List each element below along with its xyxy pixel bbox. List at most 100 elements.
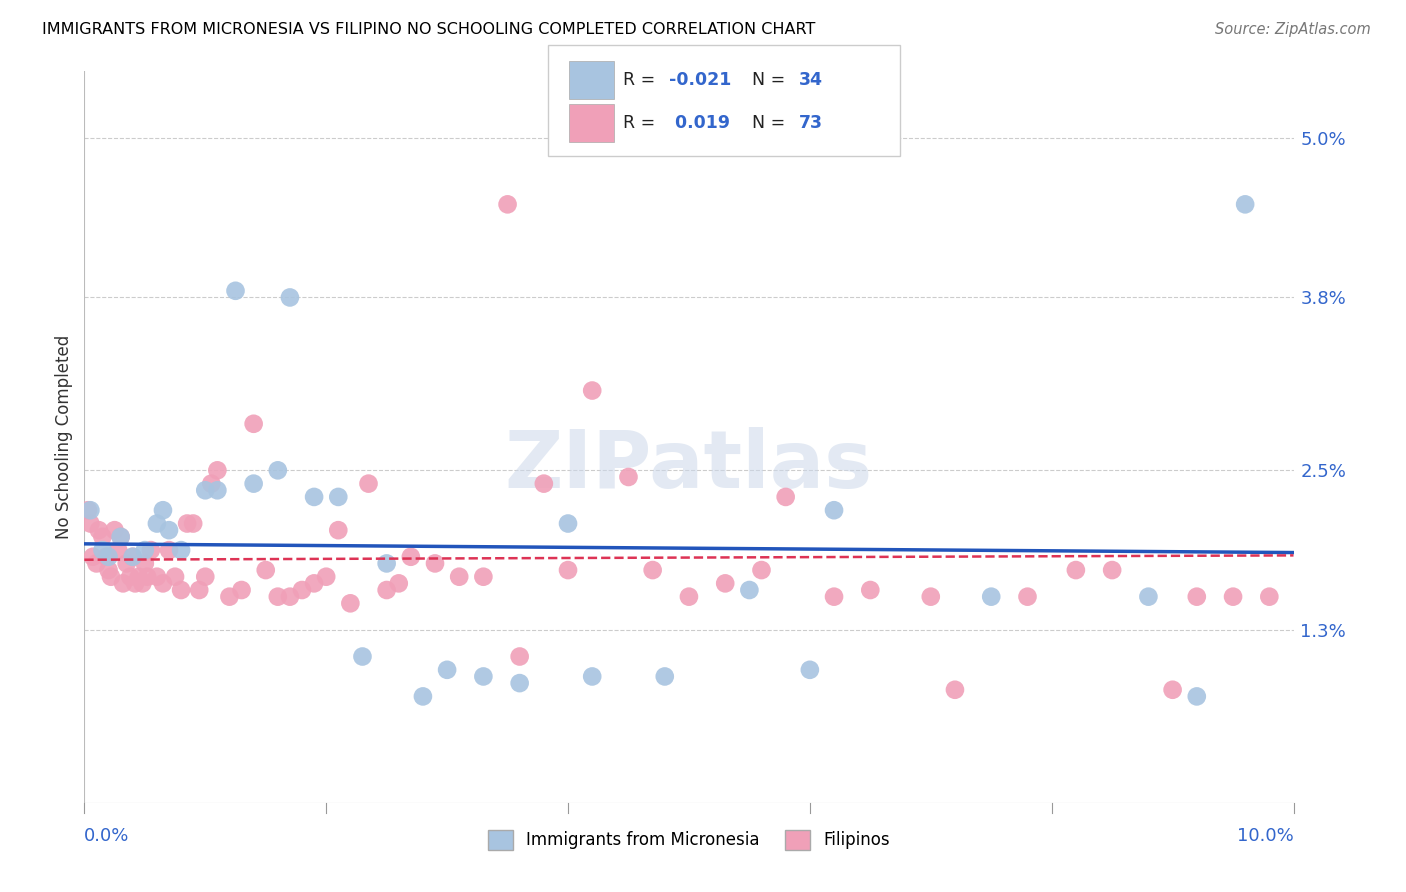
Point (94, 549, 117, 564)
Point (533, 476, 555, 491)
Point (91, 543, 114, 558)
Point (557, 563, 579, 577)
Point (278, 290, 301, 304)
Point (291, 582, 314, 597)
Point (352, 649, 374, 664)
Point (1222, 590, 1244, 604)
Point (134, 543, 156, 558)
Text: N =: N = (752, 70, 792, 89)
Point (152, 503, 174, 517)
Point (472, 570, 495, 584)
Point (207, 483, 229, 498)
Point (1137, 590, 1160, 604)
Point (738, 582, 761, 597)
Point (87, 523, 110, 537)
Point (267, 590, 290, 604)
Point (91, 530, 114, 544)
Point (134, 557, 156, 571)
Point (581, 384, 603, 398)
Point (1234, 197, 1257, 211)
Point (328, 490, 350, 504)
Point (1064, 563, 1087, 577)
Text: N =: N = (752, 114, 792, 132)
Text: 10.0%: 10.0% (1237, 827, 1294, 845)
Point (131, 576, 153, 591)
Point (509, 649, 531, 664)
Point (436, 663, 458, 677)
Point (557, 516, 579, 531)
Point (170, 543, 193, 558)
Point (115, 557, 138, 571)
Point (79, 516, 101, 531)
Point (136, 570, 159, 584)
Point (315, 570, 337, 584)
Point (225, 284, 247, 298)
Point (110, 530, 132, 544)
Point (121, 549, 143, 564)
Point (654, 669, 676, 683)
Point (496, 197, 519, 211)
Point (388, 576, 411, 591)
Text: 73: 73 (799, 114, 823, 132)
Legend: Immigrants from Micronesia, Filipinos: Immigrants from Micronesia, Filipinos (481, 823, 897, 856)
Point (472, 669, 495, 683)
Point (176, 516, 198, 531)
Point (1185, 590, 1208, 604)
Point (1017, 590, 1039, 604)
Point (302, 576, 325, 591)
Point (278, 590, 301, 604)
Point (107, 543, 129, 558)
Point (146, 570, 169, 584)
Point (128, 570, 150, 584)
Point (82, 549, 104, 564)
Point (79, 503, 101, 517)
Point (97, 563, 120, 577)
Point (1185, 690, 1208, 704)
Point (920, 590, 942, 604)
Point (139, 543, 162, 558)
Text: R =: R = (623, 70, 661, 89)
Point (714, 576, 737, 591)
Point (751, 563, 773, 577)
Point (146, 516, 169, 531)
Point (100, 570, 122, 584)
Point (823, 503, 845, 517)
Point (1101, 563, 1123, 577)
Point (678, 590, 700, 604)
Point (97, 549, 120, 564)
Point (165, 570, 187, 584)
Point (581, 669, 603, 683)
Point (157, 543, 180, 558)
Point (375, 582, 398, 597)
Text: IMMIGRANTS FROM MICRONESIA VS FILIPINO NO SCHOOLING COMPLETED CORRELATION CHART: IMMIGRANTS FROM MICRONESIA VS FILIPINO N… (42, 22, 815, 37)
Point (124, 576, 146, 591)
Text: -0.021: -0.021 (669, 70, 731, 89)
Point (104, 523, 127, 537)
Point (641, 563, 664, 577)
Text: 0.0%: 0.0% (84, 827, 129, 845)
Point (157, 523, 180, 537)
Point (188, 582, 211, 597)
Text: 34: 34 (799, 70, 823, 89)
Point (267, 463, 290, 477)
Point (120, 570, 142, 584)
Point (375, 557, 398, 571)
Point (200, 476, 222, 491)
Point (399, 549, 422, 564)
Point (194, 570, 217, 584)
Point (328, 523, 350, 537)
Point (242, 417, 264, 431)
Point (859, 582, 882, 597)
Point (194, 483, 217, 498)
Point (1161, 682, 1184, 697)
Point (181, 516, 204, 531)
Point (231, 582, 253, 597)
Point (110, 530, 132, 544)
Point (302, 490, 325, 504)
Point (86, 557, 108, 571)
Point (77, 503, 100, 517)
Point (980, 590, 1002, 604)
Text: Source: ZipAtlas.com: Source: ZipAtlas.com (1215, 22, 1371, 37)
Point (943, 682, 966, 697)
Point (254, 563, 277, 577)
